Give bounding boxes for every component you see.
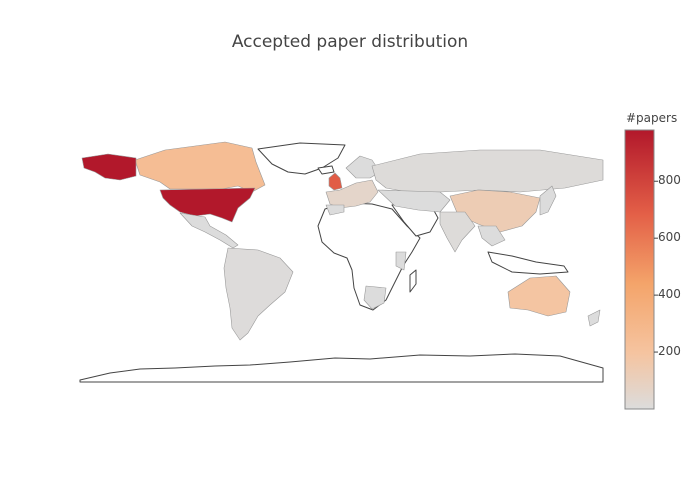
country-canada[interactable] (134, 141, 266, 193)
country-mexico-central-america[interactable] (179, 212, 239, 249)
chart-title: Accepted paper distribution (231, 32, 469, 52)
country-united-kingdom[interactable] (328, 172, 343, 191)
country-southern-africa[interactable] (363, 285, 387, 310)
colorbar-title: #papers (626, 111, 678, 125)
southeast-asia-islands-land (487, 251, 569, 275)
colorbar-tick-label: 800 (658, 173, 681, 188)
antarctica-land (79, 353, 604, 383)
country-australia[interactable] (507, 275, 571, 317)
country-southeast-asia[interactable] (477, 225, 506, 247)
colorbar-tick-label: 200 (658, 344, 681, 359)
country-japan[interactable] (539, 185, 557, 216)
country-india[interactable] (439, 211, 476, 253)
madagascar-land (409, 269, 417, 293)
colorbar-tick-label: 600 (658, 230, 681, 245)
country-maghreb[interactable] (325, 204, 345, 216)
colorbar (624, 129, 658, 410)
country-united-states[interactable] (159, 187, 256, 223)
country-russia[interactable] (371, 149, 604, 193)
colorbar-tick-label: 400 (658, 287, 681, 302)
country-south-america[interactable] (223, 247, 294, 341)
country-east-africa[interactable] (395, 251, 407, 271)
countries-layer[interactable] (81, 141, 604, 341)
country-alaska[interactable] (81, 153, 137, 181)
land-base (79, 142, 604, 383)
africa-land (317, 202, 421, 311)
colorbar-gradient (624, 129, 655, 410)
iceland-land (317, 165, 335, 175)
country-new-zealand[interactable] (587, 309, 601, 327)
